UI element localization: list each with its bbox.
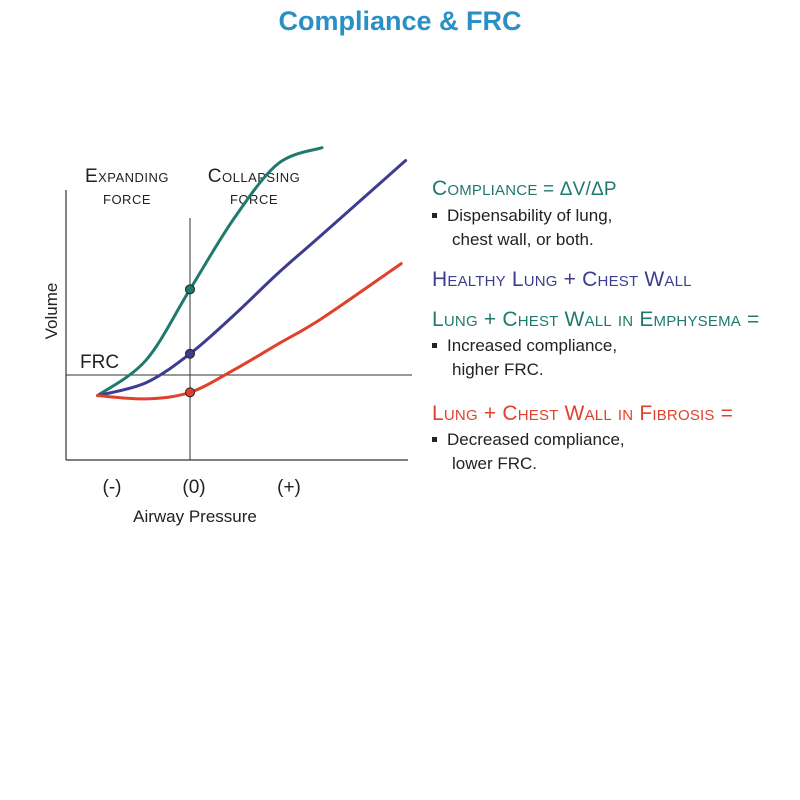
frc-label: FRC [80,352,119,373]
collapsing-force-label-2: force [230,188,278,209]
expanding-force-label-2: force [103,188,151,209]
tick-label-negative: (-) [103,477,122,498]
x-axis-label: Airway Pressure [133,507,257,526]
tick-label-positive: (+) [277,477,301,498]
compliance-heading: Compliance = ΔV/ΔP [432,175,792,204]
emphysema-bullet-line-1: Increased compliance, [447,336,618,355]
tick-label-zero: (0) [182,477,205,498]
bullet-marker [432,342,437,348]
emphysema-marker [185,284,195,295]
legend-panel: Compliance = ΔV/ΔP Dispensability of lun… [432,175,792,476]
bullet-marker [432,436,437,442]
fibrosis-marker [185,387,195,398]
compliance-bullet-line-1: Dispensability of lung, [447,206,613,225]
emphysema-bullet: Increased compliance, higher FRC. [432,334,792,382]
healthy-curve [96,159,408,398]
emphysema-curve [96,146,324,398]
collapsing-force-label-1: Collapsing [208,166,300,187]
compliance-formula: = ΔV/ΔP [537,179,617,200]
compliance-bullet-line-2: chest wall, or both. [452,230,594,249]
emphysema-bullet-line-2: higher FRC. [452,360,544,379]
emphysema-heading: Lung + Chest Wall in Emphysema = [432,308,760,331]
fibrosis-bullet-line-2: lower FRC. [452,454,538,473]
healthy-heading: Healthy Lung + Chest Wall [432,268,692,291]
fibrosis-bullet-line-1: Decreased compliance, [447,430,625,449]
page-title: Compliance & FRC [278,6,522,36]
expanding-force-label-1: Expanding [85,166,169,187]
compliance-term: Compliance [432,177,538,200]
fibrosis-bullet: Decreased compliance, lower FRC. [432,428,792,476]
bullet-marker [432,212,437,218]
compliance-bullet: Dispensability of lung, chest wall, or b… [432,204,792,252]
fibrosis-heading: Lung + Chest Wall in Fibrosis = [432,402,734,425]
fibrosis-curve [96,262,403,401]
y-axis-label: Volume [42,283,61,340]
healthy-marker [185,348,195,359]
